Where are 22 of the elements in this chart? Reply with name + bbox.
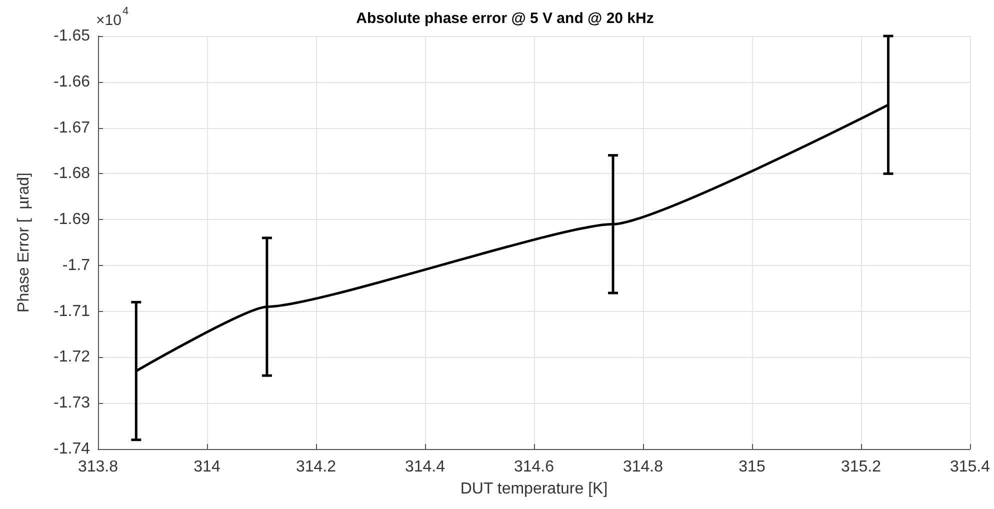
x-tick-label: 314.8: [622, 458, 664, 476]
y-tick-label: -1.66: [54, 73, 90, 90]
y-tick-label: -1.65: [54, 28, 90, 44]
y-tick-label: -1.74: [54, 440, 90, 458]
y-tick-label: -1.71: [54, 302, 90, 320]
y-tick-label: -1.68: [54, 165, 90, 182]
x-tick-label: 313.8: [78, 458, 118, 476]
y-axis-title: Phase Error [ µrad]: [16, 172, 32, 312]
chart-title: Absolute phase error @ 5 V and @ 20 kHz: [356, 10, 654, 27]
x-tick-label: 314.6: [514, 458, 554, 476]
x-tick-label: 314.4: [404, 458, 446, 476]
x-tick-label: 315: [738, 458, 766, 476]
y-tick-label: -1.69: [54, 211, 90, 228]
x-tick-label: 315.4: [950, 458, 990, 476]
x-tick-label: 314.2: [296, 458, 336, 476]
x-tick-label: 314: [194, 458, 220, 476]
y-tick-label: -1.67: [54, 119, 90, 136]
x-tick-label: 315.2: [840, 458, 882, 476]
y-tick-label: -1.73: [54, 394, 90, 412]
y-tick-label: -1.7: [62, 256, 90, 274]
x-axis-title: DUT temperature [K]: [460, 480, 608, 498]
y-tick-label: -1.72: [54, 348, 90, 366]
